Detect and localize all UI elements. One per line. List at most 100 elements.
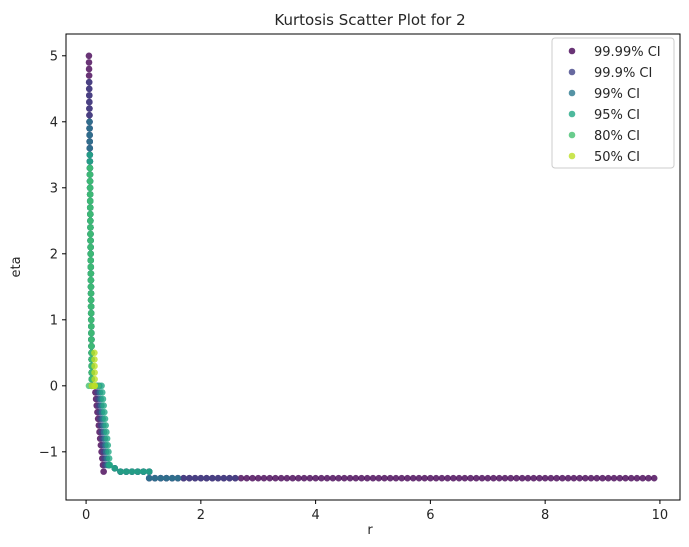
data-point (266, 474, 274, 482)
data-point (639, 474, 646, 482)
data-point (105, 448, 112, 456)
legend-marker (568, 89, 576, 97)
data-point (145, 474, 153, 482)
data-point (495, 474, 503, 482)
data-point (444, 474, 451, 482)
data-point (87, 303, 95, 310)
x-tick-label: 8 (541, 508, 549, 523)
data-point (197, 474, 205, 482)
data-point (306, 474, 314, 482)
data-point (490, 474, 497, 482)
data-point (168, 474, 176, 482)
legend-label: 99% CI (594, 87, 640, 102)
data-point (87, 257, 95, 264)
y-axis-label: eta (9, 256, 24, 277)
data-point (432, 474, 440, 482)
data-point (87, 224, 94, 231)
data-point (627, 474, 635, 482)
data-point (145, 468, 153, 475)
data-point (163, 474, 170, 482)
y-tick-label: 3 (50, 181, 58, 196)
data-point (249, 474, 256, 482)
data-point (553, 474, 560, 482)
legend-label: 99.99% CI (594, 45, 661, 60)
data-point (151, 474, 159, 482)
data-point (99, 395, 107, 403)
data-point (85, 85, 93, 93)
data-point (254, 474, 262, 482)
data-point (105, 455, 113, 462)
data-point (209, 474, 216, 482)
data-point (128, 468, 136, 475)
data-point (85, 72, 93, 79)
data-point (86, 197, 94, 205)
data-point (277, 474, 285, 482)
x-tick-label: 4 (311, 508, 319, 523)
data-point (86, 105, 93, 112)
data-point (398, 474, 405, 482)
data-point (87, 316, 95, 324)
data-point (91, 375, 98, 383)
data-point (111, 465, 119, 472)
data-point (507, 474, 515, 482)
data-point (86, 125, 93, 132)
data-point (564, 474, 572, 482)
legend-marker (568, 152, 576, 160)
data-point (587, 474, 595, 482)
chart-title: Kurtosis Scatter Plot for 2 (274, 11, 465, 29)
data-point (478, 474, 486, 482)
data-point (87, 290, 95, 297)
data-point (87, 276, 95, 284)
data-point (645, 474, 652, 482)
x-tick-label: 2 (197, 508, 205, 523)
data-point (404, 474, 411, 482)
data-point (472, 474, 480, 482)
data-point (91, 382, 98, 390)
data-point (85, 78, 93, 86)
data-points-layer (85, 52, 658, 482)
data-point (599, 474, 606, 482)
data-point (88, 323, 95, 330)
data-point (610, 474, 618, 482)
x-axis-ticks: 0 2 4 6 8 10 (82, 500, 668, 523)
data-point (363, 474, 371, 482)
legend-marker (568, 47, 576, 55)
data-point (392, 474, 400, 482)
data-point (86, 144, 94, 152)
data-point (352, 474, 360, 482)
data-point (559, 474, 566, 482)
data-point (300, 474, 308, 482)
data-point (260, 474, 268, 482)
data-point (86, 111, 93, 119)
data-point (524, 474, 532, 482)
data-point (85, 52, 93, 60)
x-axis-label: r (367, 523, 373, 538)
y-tick-label: 4 (50, 115, 58, 130)
data-point (86, 151, 94, 159)
data-point (86, 138, 93, 145)
data-point (295, 474, 302, 482)
legend-marker (568, 110, 576, 118)
data-point (86, 177, 94, 185)
data-point (237, 474, 245, 482)
data-point (570, 474, 578, 482)
data-point (547, 474, 555, 482)
data-point (369, 474, 377, 482)
y-axis-ticks: −1 0 1 2 3 4 5 (39, 49, 66, 460)
legend-box (551, 37, 675, 169)
data-point (100, 468, 107, 475)
data-point (650, 474, 658, 482)
data-point (86, 164, 94, 172)
data-point (101, 415, 109, 423)
y-tick-label: 0 (50, 379, 58, 394)
data-point (341, 474, 348, 482)
data-point (103, 428, 110, 436)
data-point (604, 474, 612, 482)
data-point (616, 474, 624, 482)
data-point (530, 474, 537, 482)
x-tick-label: 6 (426, 508, 434, 523)
y-tick-label: 5 (50, 49, 58, 64)
data-point (104, 441, 112, 449)
data-point (386, 474, 394, 482)
